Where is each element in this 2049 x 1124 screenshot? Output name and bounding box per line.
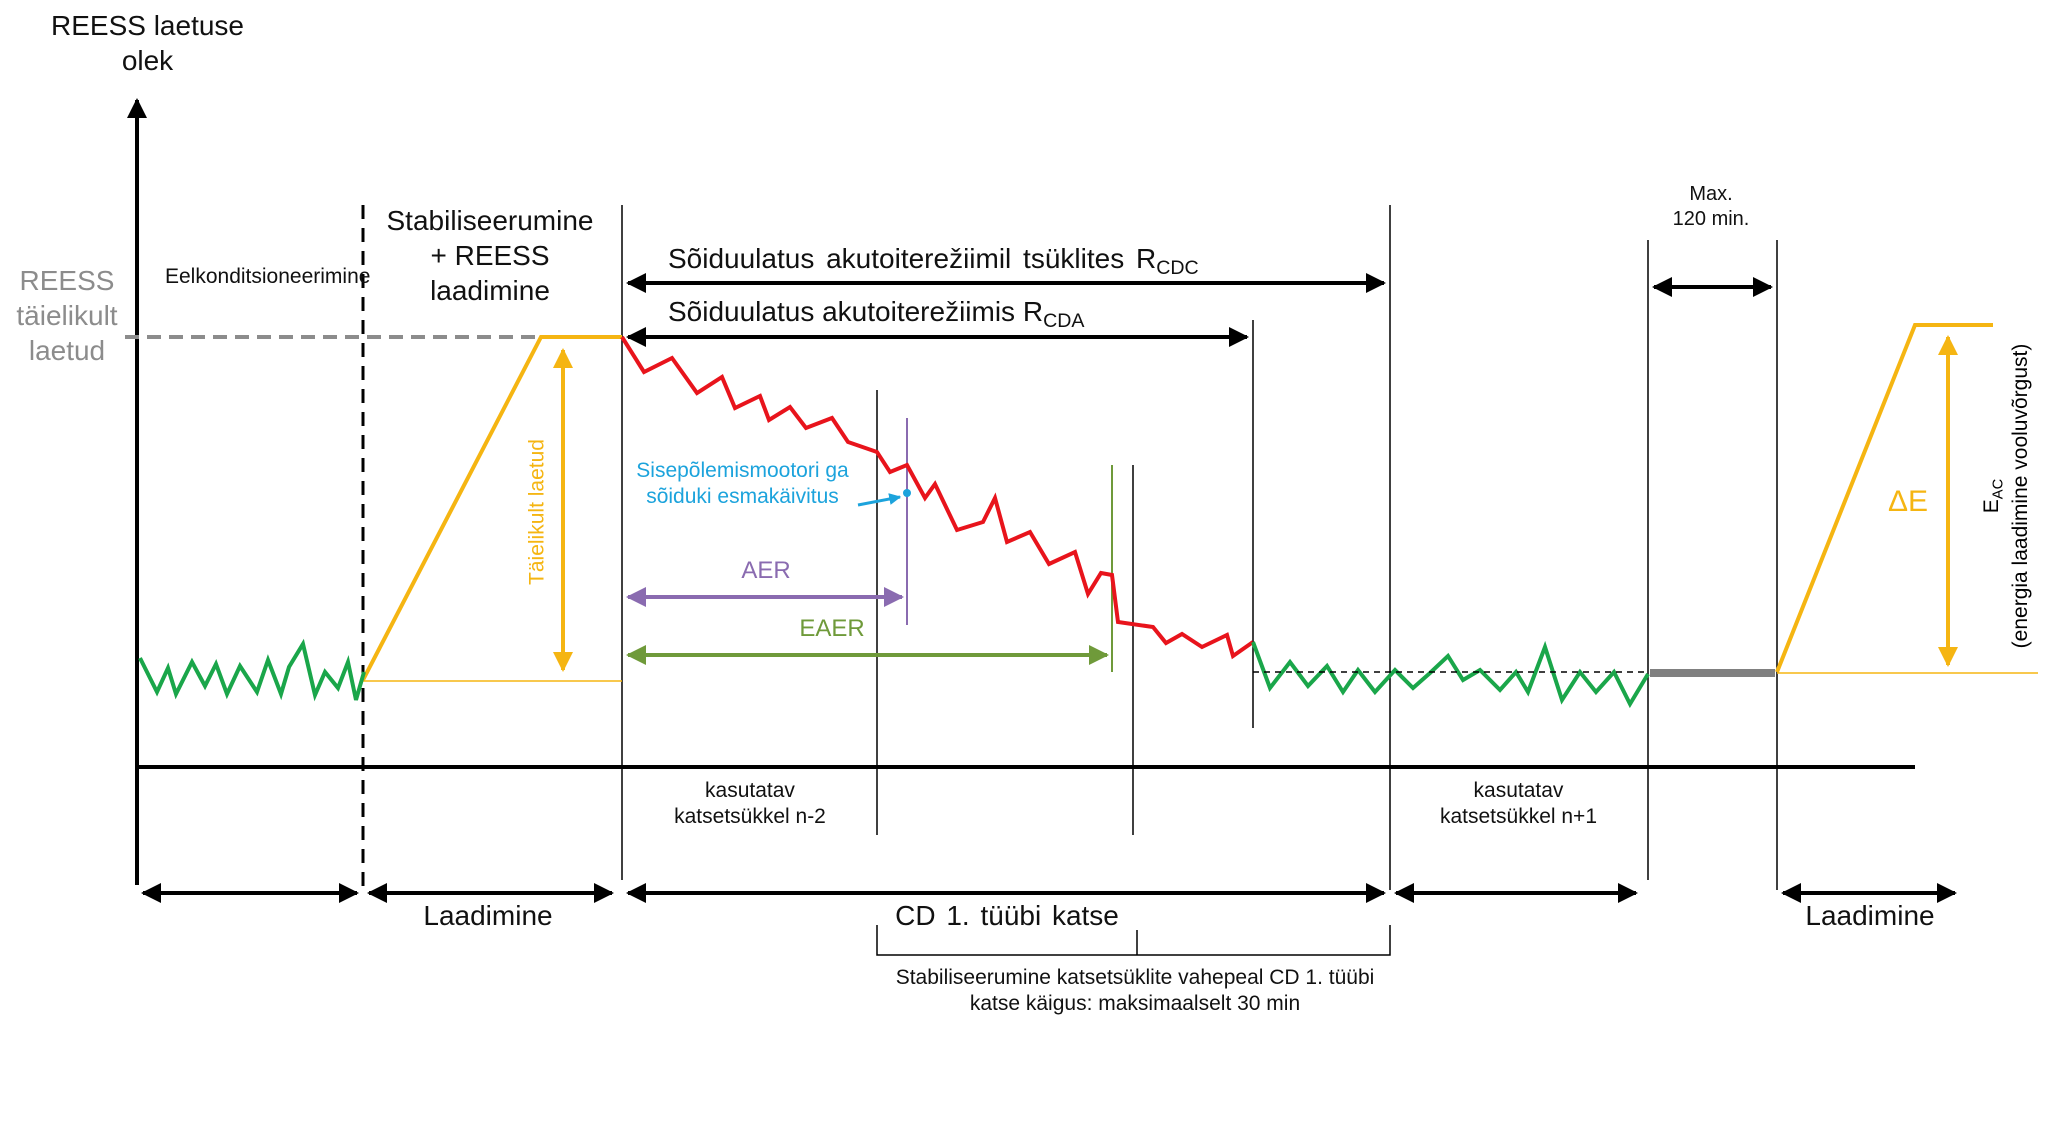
soc-trace-charge-sustaining xyxy=(1251,640,1650,709)
cycle-n1-label: kasutatav katsetsükkel n+1 xyxy=(1439,779,1597,829)
cd-test-label: CD 1. tüübi katse xyxy=(895,900,1119,931)
charging-ramp-left xyxy=(361,335,622,681)
charging-left-label: Laadimine xyxy=(423,900,553,931)
delta-e-label: ΔE xyxy=(1887,485,1929,518)
rcdc-label: Sõiduulatus akutoiterežiimil tsüklites R… xyxy=(668,241,1199,280)
rcda-subscript: CDA xyxy=(1043,309,1085,332)
max-time-label: Max. 120 min. xyxy=(1672,183,1750,230)
charging-ramp-right xyxy=(1775,323,1993,673)
aer-label: AER xyxy=(741,557,791,584)
soc-trace-precondition xyxy=(138,638,366,702)
engine-start-point xyxy=(903,489,911,497)
rcda-text: Sõiduulatus akutoiterežiimis R xyxy=(668,296,1044,327)
phase-stabilization-label: Stabiliseerumine + REESS laadimine xyxy=(386,205,594,306)
eaer-label: EAER xyxy=(799,615,865,642)
eac-line2: (energia laadimine vooluvõrgust) xyxy=(2008,343,2032,649)
eac-subscript: AC xyxy=(1990,478,2007,500)
rcdc-subscript: CDC xyxy=(1156,256,1199,279)
engine-start-pointer xyxy=(857,493,902,507)
y-axis-title: REESS laetuse olek xyxy=(51,10,244,76)
engine-start-label: Sisepõlemismootori ga sõiduki esmakäivit… xyxy=(636,459,849,509)
rcda-label: Sõiduulatus akutoiterežiimis RCDA xyxy=(668,294,1084,333)
eac-label: EAC (energia laadimine vooluvõrgust) xyxy=(1979,344,2033,649)
fully-charged-vertical-label: Täielikult laetud xyxy=(525,439,549,585)
eac-text: E xyxy=(1979,499,2003,514)
charging-right-label: Laadimine xyxy=(1805,900,1935,931)
phase-preconditioning-label: Eelkonditsioneerimine xyxy=(165,265,371,288)
rcdc-text: Sõiduulatus akutoiterežiimil tsüklites R xyxy=(668,243,1157,274)
soc-trace-charge-depleting xyxy=(620,335,1255,660)
cycle-n2-label: kasutatav katsetsükkel n-2 xyxy=(674,779,826,829)
stabilization-note-label: Stabiliseerumine katsetsüklite vahepeal … xyxy=(895,966,1375,1016)
full-charge-label: REESS täielikult laetud xyxy=(16,265,118,366)
stabilization-bracket xyxy=(876,925,1391,956)
